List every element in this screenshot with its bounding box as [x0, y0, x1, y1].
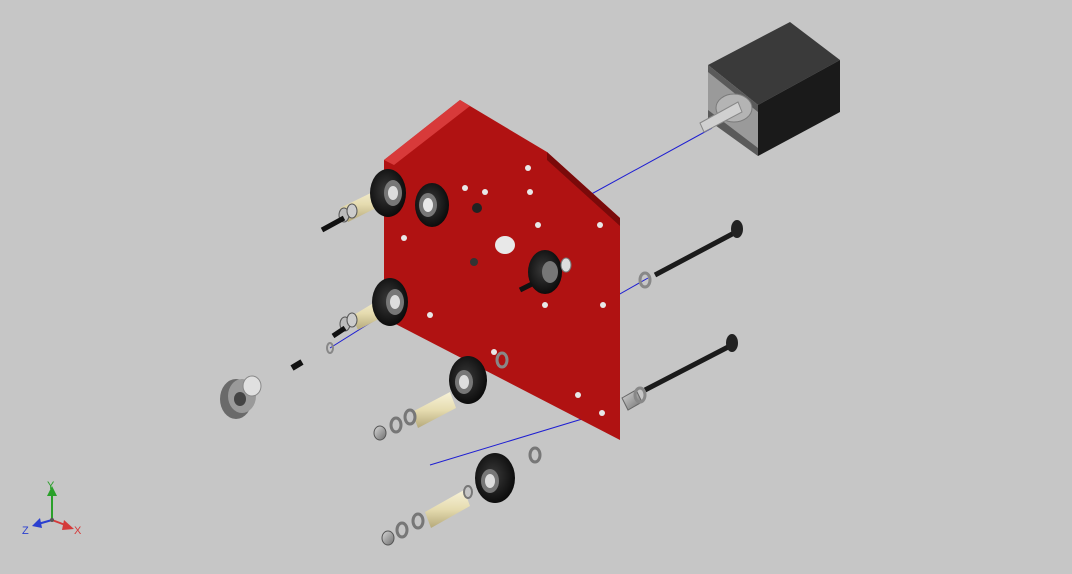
v-wheel-plate-right[interactable]: [518, 250, 572, 294]
v-wheel-bottom[interactable]: [381, 446, 542, 546]
z-axis-label: Z: [22, 525, 29, 537]
x-axis-label: X: [74, 525, 82, 537]
washer-small[interactable]: [326, 342, 334, 354]
stepper-motor[interactable]: [699, 22, 840, 156]
axis-triad: Y X Z: [22, 480, 82, 537]
long-bolt-lower[interactable]: [621, 334, 738, 411]
v-wheel-lower-middle[interactable]: [373, 356, 487, 441]
y-axis-label: Y: [47, 480, 55, 492]
y-axis-arrow-icon: [47, 486, 57, 496]
v-wheel-middle-left[interactable]: [331, 278, 408, 339]
x-axis-arrow-icon: [62, 520, 74, 530]
long-bolt-upper[interactable]: [638, 220, 743, 289]
red-mount-plate[interactable]: [384, 100, 620, 440]
washer[interactable]: [495, 351, 509, 369]
plate-holes: [401, 165, 606, 416]
z-axis-arrow-icon: [32, 518, 42, 528]
timing-pulley[interactable]: [220, 375, 262, 419]
v-wheel-upper-left[interactable]: [320, 169, 449, 233]
set-screw[interactable]: [290, 359, 304, 371]
